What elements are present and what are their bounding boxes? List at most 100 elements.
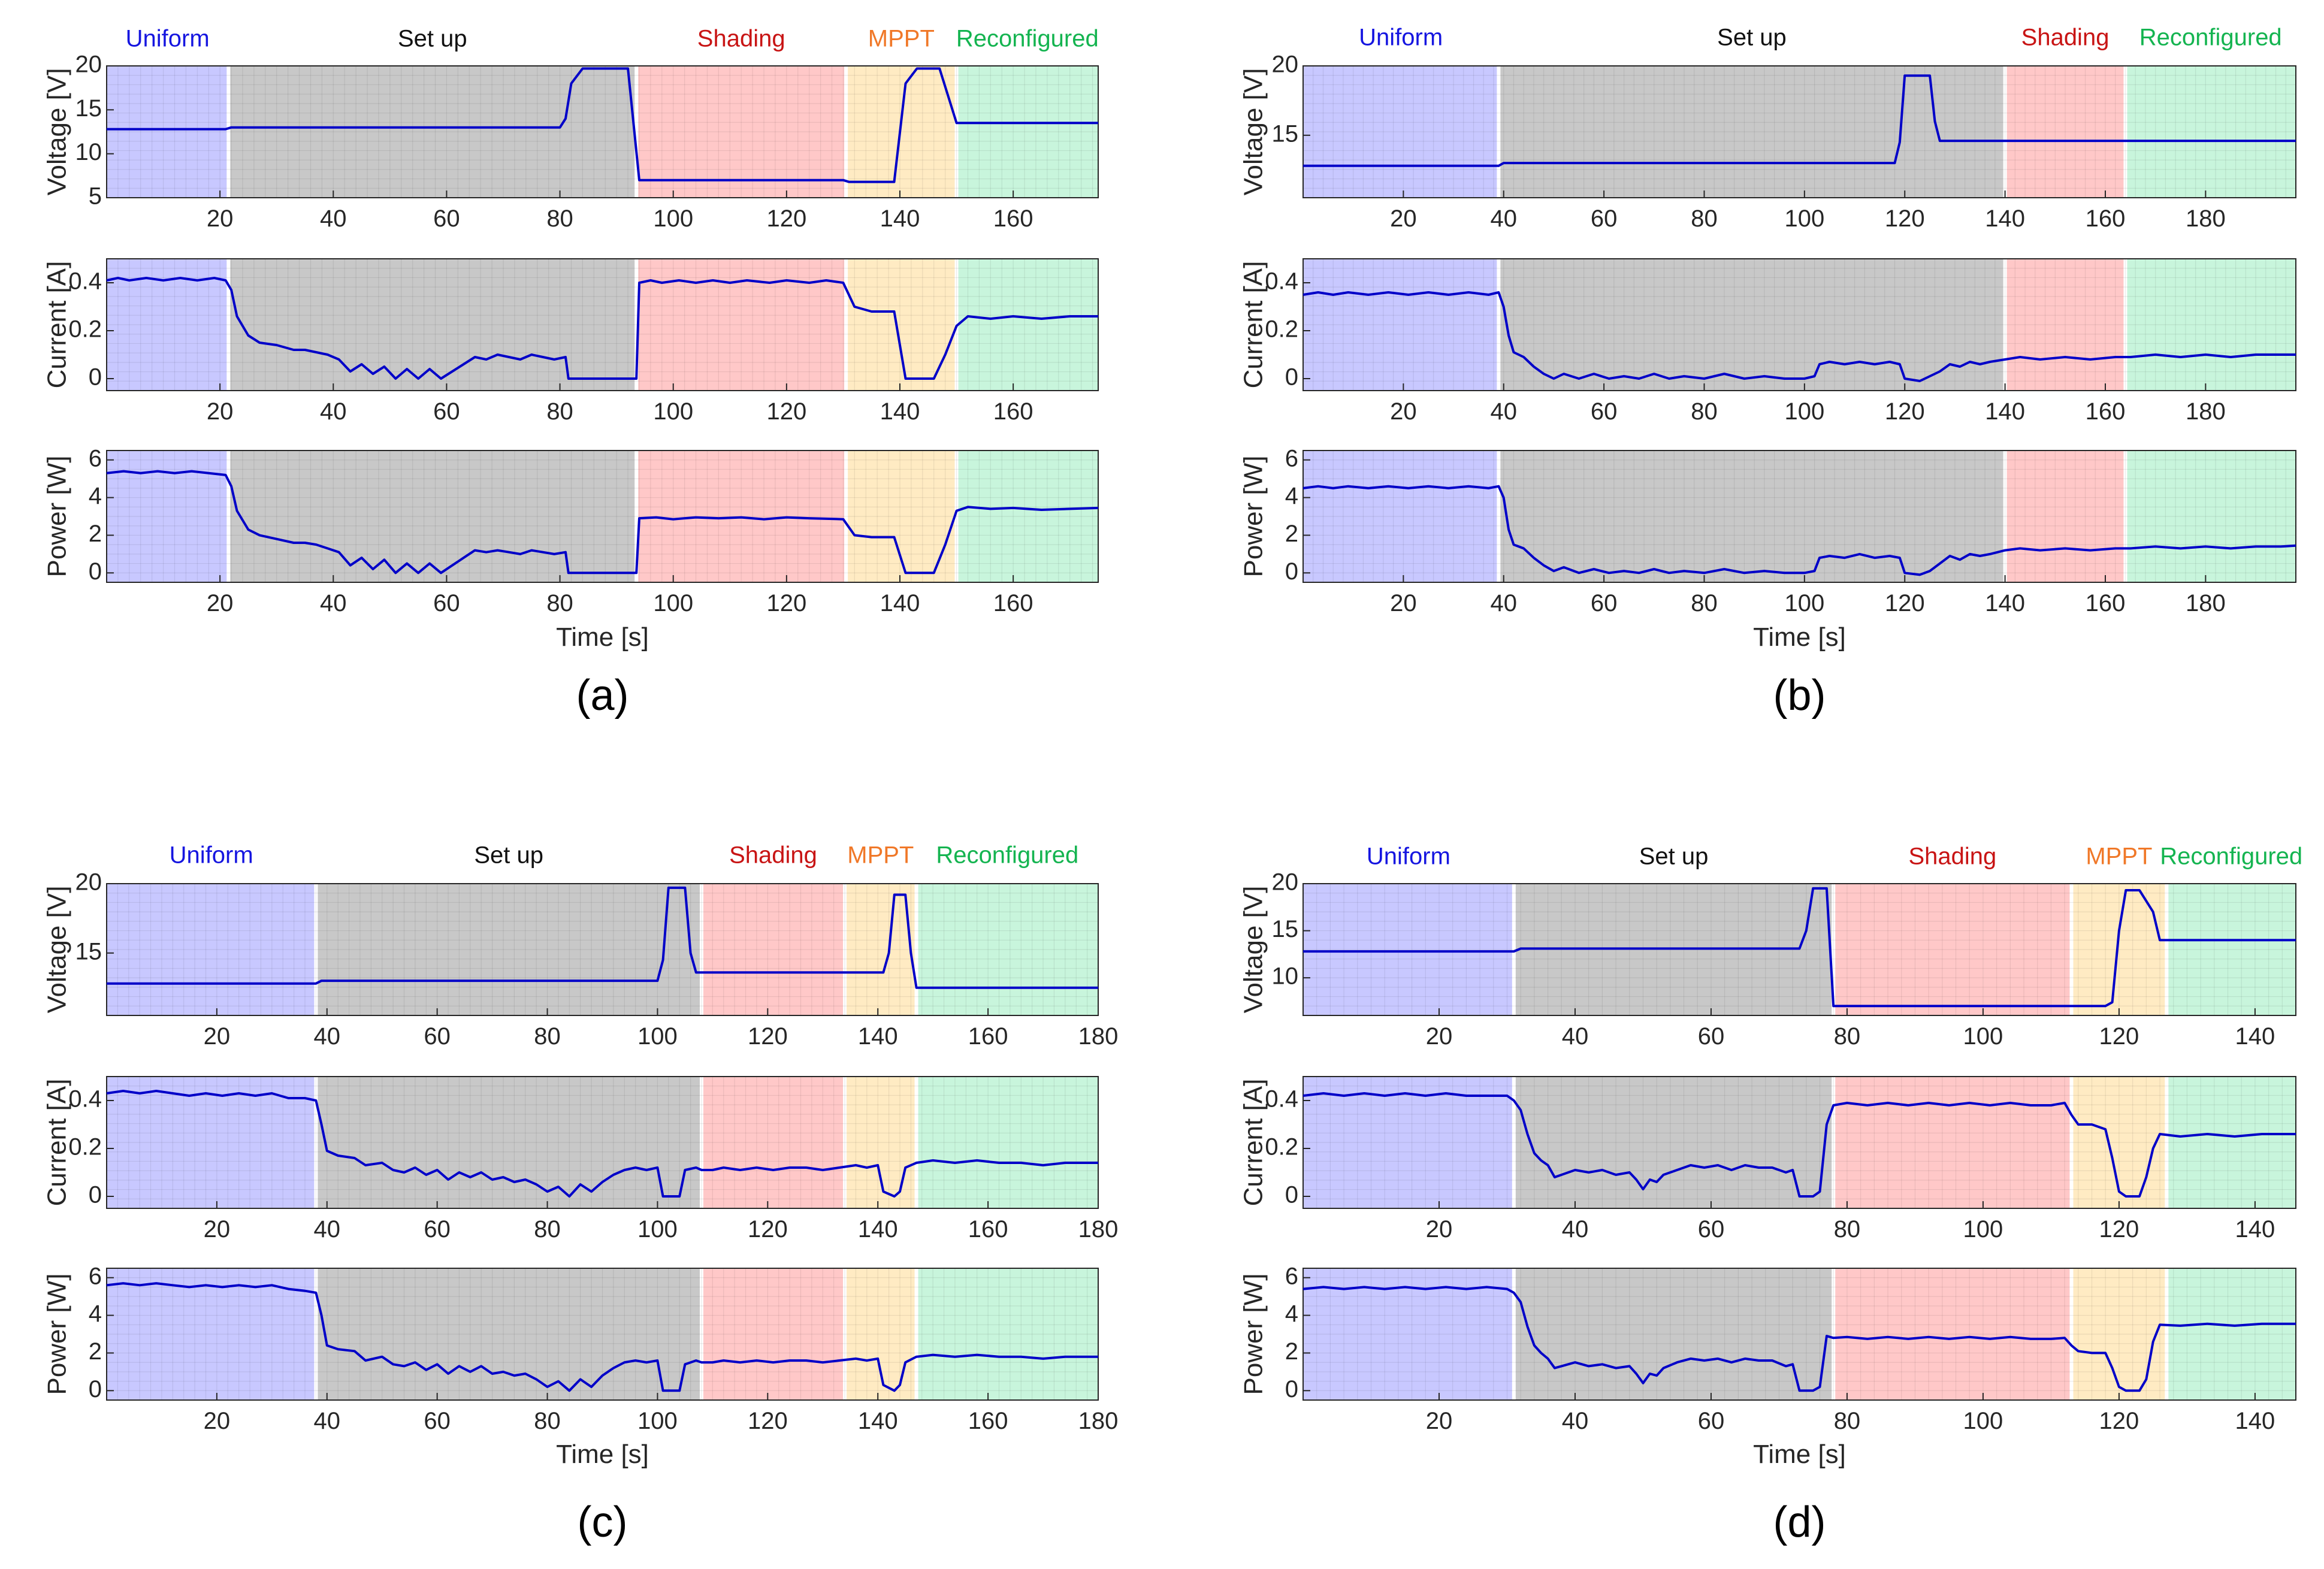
x-tick-label: 60	[1698, 1408, 1725, 1434]
x-tick-label: 140	[858, 1216, 898, 1242]
series-line	[1302, 1092, 2296, 1198]
y-tick-label: 6	[89, 1263, 102, 1289]
x-tick-label: 20	[207, 398, 234, 425]
x-tick-label: 80	[1834, 1216, 1861, 1242]
x-tick-label: 40	[320, 205, 347, 232]
y-axis-label: Voltage [V]	[1239, 68, 1268, 196]
phase-label: Reconfigured	[956, 26, 1099, 52]
y-axis-label: Power [W]	[43, 456, 72, 578]
y-tick-label: 0.2	[1265, 1134, 1298, 1160]
x-tick-label: 100	[637, 1216, 678, 1242]
phase-label: MPPT	[847, 842, 914, 869]
phase-region	[1833, 1268, 2072, 1400]
y-tick-label: 15	[75, 938, 102, 965]
x-tick-label: 40	[314, 1408, 341, 1434]
phase-label: Reconfigured	[2160, 844, 2302, 870]
phase-region	[2005, 451, 2126, 582]
panel-label: (c)	[578, 1498, 628, 1546]
phase-region	[1498, 66, 2005, 198]
phase-region	[107, 66, 229, 198]
x-tick-label: 140	[858, 1408, 898, 1434]
x-tick-label: 140	[1985, 590, 2025, 616]
y-tick-label: 0.4	[68, 268, 102, 295]
axes-box	[106, 258, 1099, 391]
x-tick-label: 60	[433, 398, 460, 425]
subplot-power: 20 40 60 80 100 120 140 160 0 2 4 6 Power [W]	[43, 445, 1099, 616]
series-line	[106, 470, 1099, 575]
x-tick-label: 20	[1426, 1023, 1453, 1050]
x-tick-label: 140	[880, 590, 920, 616]
x-tick-label: 60	[424, 1023, 451, 1050]
x-tick-label: 60	[1698, 1216, 1725, 1242]
x-tick-label: 140	[2235, 1023, 2275, 1050]
x-tick-label: 120	[748, 1216, 788, 1242]
x-tick-label: 40	[1562, 1408, 1589, 1434]
phase-region	[845, 884, 917, 1015]
phase-label: MPPT	[2086, 844, 2152, 870]
series-line	[106, 277, 1098, 380]
phase-label: Uniform	[126, 26, 210, 52]
phase-label: Uniform	[170, 842, 253, 869]
x-tick-label: 100	[1784, 590, 1824, 616]
x-tick-label: 140	[2235, 1216, 2275, 1242]
y-axis-label: Voltage [V]	[43, 68, 72, 196]
phase-region	[845, 1268, 917, 1400]
series-line	[107, 67, 1098, 183]
x-tick-label: 60	[1591, 205, 1618, 232]
y-tick-label: 0	[1285, 1182, 1298, 1208]
x-tick-label: 100	[637, 1408, 678, 1434]
y-tick-label: 20	[1272, 869, 1299, 896]
phase-region	[636, 66, 847, 198]
phase-region	[1513, 1077, 1834, 1208]
x-tick-label: 100	[653, 590, 693, 616]
x-tick-label: 60	[424, 1216, 451, 1242]
phase-region	[1303, 1268, 1514, 1400]
phase-label: Shading	[729, 842, 817, 869]
x-tick-label: 60	[433, 205, 460, 232]
y-tick-label: 4	[89, 483, 102, 509]
x-tick-label: 60	[1698, 1023, 1725, 1050]
series-line	[1303, 74, 2296, 167]
axes-box	[106, 1076, 1099, 1209]
x-tick-label: 140	[880, 398, 920, 425]
x-tick-label: 120	[748, 1408, 788, 1434]
x-axis-label: Time [s]	[556, 622, 649, 652]
y-tick-label: 0	[1285, 558, 1298, 585]
x-tick-label: 120	[2099, 1023, 2139, 1050]
x-tick-label: 120	[1885, 398, 1925, 425]
y-tick-label: 6	[1285, 445, 1298, 471]
x-tick-label: 80	[1834, 1408, 1861, 1434]
y-tick-label: 0.4	[1265, 1086, 1298, 1112]
phase-region	[316, 1268, 702, 1400]
grid	[106, 259, 1098, 391]
phase-region	[2125, 451, 2296, 582]
y-tick-label: 6	[89, 445, 102, 471]
x-tick-label: 160	[2086, 590, 2126, 616]
x-tick-label: 180	[2186, 398, 2226, 425]
y-tick-label: 10	[1272, 963, 1299, 990]
x-tick-label: 160	[993, 590, 1033, 616]
phase-label: Shading	[2021, 25, 2110, 51]
phase-region	[956, 66, 1098, 198]
phase-region	[1303, 451, 1499, 582]
grid	[1302, 1268, 2296, 1400]
y-axis-label: Power [W]	[43, 1274, 72, 1395]
subplot-power: 20 40 60 80 100 120 140 0 2 4 6 Power [W]	[1239, 1263, 2296, 1434]
series-line	[1303, 887, 2296, 1008]
x-tick-label: 100	[1963, 1023, 2003, 1050]
series-line	[1302, 485, 2296, 576]
y-axis-label: Voltage [V]	[43, 886, 72, 1014]
x-tick-label: 140	[858, 1023, 898, 1050]
y-tick-label: 0.4	[68, 1086, 102, 1112]
y-tick-label: 2	[1285, 521, 1298, 547]
x-tick-label: 120	[766, 205, 806, 232]
series-line	[106, 1090, 1098, 1198]
x-tick-label: 60	[433, 590, 460, 616]
phase-region	[916, 884, 1098, 1015]
x-tick-label: 180	[2186, 590, 2226, 616]
phase-region	[1303, 1077, 1514, 1208]
x-tick-label: 180	[1078, 1216, 1119, 1242]
